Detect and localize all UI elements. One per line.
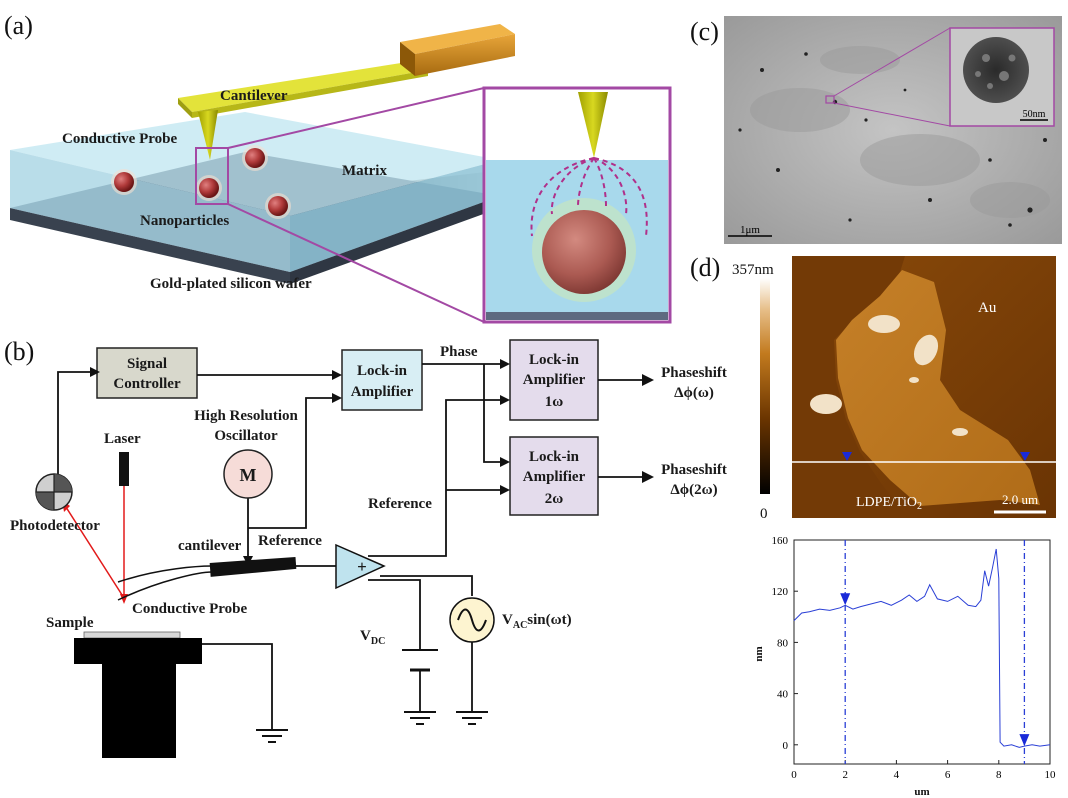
y-tick-label: 80 (777, 637, 789, 649)
colorbar-max: 357nm (732, 262, 774, 278)
panel-c: (c) 50nm 1μm (690, 16, 1062, 244)
cantilever-b-label: cantilever (178, 538, 242, 554)
matrix-front (10, 150, 290, 272)
svg-text:1ω: 1ω (545, 394, 564, 410)
marker-arrow (840, 593, 851, 606)
amplifier (335, 543, 386, 590)
y-tick-label: 160 (772, 535, 789, 547)
x-tick-label: 4 (894, 769, 900, 781)
wafer-label: Gold-plated silicon wafer (150, 276, 312, 292)
ground-symbols (256, 711, 488, 743)
y-tick-label: 0 (783, 740, 789, 752)
x-axis-label: um (914, 786, 929, 798)
reference-label-2: Reference (368, 496, 432, 512)
y-axis-label: nm (753, 646, 765, 661)
svg-text:+: + (357, 557, 367, 576)
svg-text:Amplifier: Amplifier (523, 469, 586, 485)
oscillator-motor (223, 449, 273, 499)
panel-d: (d) 357nm 0 Au LDPE/TiO2 2.0 um 04080120… (690, 253, 1056, 798)
y-tick-label: 120 (772, 586, 789, 598)
y-tick-label: 40 (777, 689, 789, 701)
sample-stage (74, 631, 202, 758)
svg-text:Amplifier: Amplifier (351, 384, 414, 400)
panel-d-label: (d) (690, 253, 720, 282)
lockin-1w-box (509, 339, 599, 421)
x-tick-label: 2 (842, 769, 848, 781)
profile-series-line (793, 548, 1051, 748)
x-tick-label: 10 (1045, 769, 1057, 781)
panel-a: (a) (4, 11, 672, 324)
wiring (57, 363, 644, 730)
photodetector-label: Photodetector (10, 518, 100, 534)
matrix-side (290, 160, 500, 272)
svg-text:Lock-in: Lock-in (529, 352, 580, 368)
cantilever-bar (209, 556, 297, 577)
conductive-probe-b-label: Conductive Probe (132, 601, 247, 617)
phase-label: Phase (440, 344, 478, 360)
x-tick-label: 6 (945, 769, 951, 781)
zoom-box (195, 147, 229, 205)
svg-text:Amplifier: Amplifier (523, 372, 586, 388)
nanoparticles (111, 145, 291, 219)
sample-name-label: LDPE/TiO2 (856, 495, 922, 512)
svg-text:Lock-in: Lock-in (529, 449, 580, 465)
lockin-2w-box (509, 436, 599, 516)
photodetector (35, 473, 73, 511)
lockin-main-box (341, 349, 423, 411)
phaseshift-1w-label: Phaseshift (661, 365, 727, 381)
reference-label-1: Reference (258, 533, 322, 549)
svg-text:M: M (240, 465, 257, 485)
main-scale-label: 1μm (740, 224, 760, 236)
laser-source (119, 452, 129, 486)
colorbar (760, 278, 770, 494)
tem-inset (949, 27, 1055, 127)
svg-text:2ω: 2ω (545, 491, 564, 507)
phaseshift-2w-label: Phaseshift (661, 462, 727, 478)
svg-text:Δϕ(ω): Δϕ(ω) (674, 385, 714, 401)
cantilever-beam (178, 60, 428, 112)
cantilever-label: Cantilever (220, 88, 288, 104)
signal-controller-box (96, 347, 198, 399)
probe-inset (482, 86, 672, 324)
wafer-front (10, 208, 290, 284)
panel-c-label: (c) (690, 17, 719, 46)
nanoparticles-label: Nanoparticles (140, 213, 229, 229)
inset-scale-text: 50nm (1023, 109, 1046, 120)
profile-chart: 0 40 80 120 160 0 2 4 6 8 10 nm um (753, 535, 1056, 798)
plot-frame (793, 539, 1051, 765)
vdc-label: VDC (360, 628, 385, 647)
svg-text:Controller: Controller (113, 376, 181, 392)
au-label: Au (978, 300, 997, 316)
conductive-probe-label: Conductive Probe (62, 131, 177, 147)
panel-b-label: (b) (4, 337, 34, 366)
probe-tip (198, 110, 218, 160)
panel-a-label: (a) (4, 11, 33, 40)
svg-text:Signal: Signal (127, 356, 167, 372)
svg-text:Δϕ(2ω): Δϕ(2ω) (670, 482, 717, 498)
afm-scale-label: 2.0 um (1002, 492, 1038, 507)
colorbar-min: 0 (760, 506, 768, 522)
svg-text:Lock-in: Lock-in (357, 363, 408, 379)
vac-label: VACsin(ωt) (502, 612, 572, 631)
vdc-battery (402, 649, 438, 672)
probe-holder (400, 24, 515, 54)
wafer-side (290, 196, 500, 284)
svg-text:Oscillator: Oscillator (214, 428, 278, 444)
marker-arrow (1019, 734, 1030, 747)
x-tick-label: 0 (791, 769, 797, 781)
matrix-label: Matrix (342, 163, 387, 179)
x-tick-label: 8 (996, 769, 1002, 781)
laser-label: Laser (104, 431, 141, 447)
laser-beam (62, 486, 128, 604)
panel-b: (b) Signal Controller Lock-in Amplifier … (4, 337, 727, 758)
oscillator-label: High Resolution (194, 408, 298, 424)
sample-label: Sample (46, 615, 94, 631)
